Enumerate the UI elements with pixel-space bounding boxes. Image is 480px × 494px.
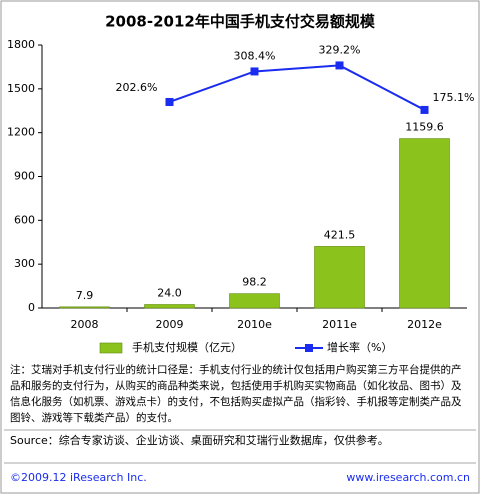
bar: [314, 246, 365, 309]
source: Source：综合专家访谈、企业访谈、桌面研究和艾瑞行业数据库，仅供参考。: [10, 433, 389, 447]
x-tick-label: 2008: [71, 318, 99, 331]
legend-swatch: [305, 344, 313, 352]
copyright: ©2009.12 iResearch Inc.: [10, 471, 147, 484]
x-tick-label: 2011e: [322, 318, 357, 331]
bar-value-label: 421.5: [324, 228, 356, 241]
growth-line: [169, 64, 425, 111]
bar: [399, 138, 450, 309]
bar-value-label: 98.2: [242, 276, 267, 289]
y-tick-label: 1500: [7, 82, 35, 95]
line-marker: [165, 97, 174, 106]
bar: [59, 306, 110, 309]
y-tick-label: 300: [14, 257, 35, 270]
x-tick-label: 2012e: [407, 318, 442, 331]
chart-title: 2008-2012年中国手机支付交易额规模: [105, 13, 376, 31]
note: 注：艾瑞对手机支付行业的统计口径是：手机支付行业的统计仅包括用户购买第三方平台提…: [10, 364, 462, 424]
y-tick-label: 0: [28, 301, 35, 314]
line-value-label: 202.6%: [116, 81, 158, 94]
line-marker: [250, 67, 259, 76]
line-value-label: 175.1%: [433, 91, 475, 104]
bar-value-label: 24.0: [157, 286, 182, 299]
line-value-label: 329.2%: [319, 43, 361, 56]
x-tick-label: 2009: [156, 318, 184, 331]
line-marker: [335, 61, 344, 70]
y-tick-label: 900: [14, 170, 35, 183]
legend-label: 手机支付规模（亿元）: [132, 340, 242, 354]
website: www.iresearch.com.cn: [346, 471, 470, 484]
legend-swatch: [99, 342, 123, 354]
bar-value-label: 1159.6: [405, 121, 444, 134]
y-tick-label: 1800: [7, 38, 35, 51]
line-value-label: 308.4%: [234, 49, 276, 62]
bar-value-label: 7.9: [76, 289, 94, 302]
line-marker: [420, 105, 429, 114]
legend-label: 增长率（%）: [327, 340, 392, 354]
y-tick-label: 600: [14, 213, 35, 226]
x-tick-label: 2010e: [237, 318, 272, 331]
y-tick-label: 1200: [7, 126, 35, 139]
bar: [229, 293, 280, 309]
bar: [144, 304, 195, 309]
